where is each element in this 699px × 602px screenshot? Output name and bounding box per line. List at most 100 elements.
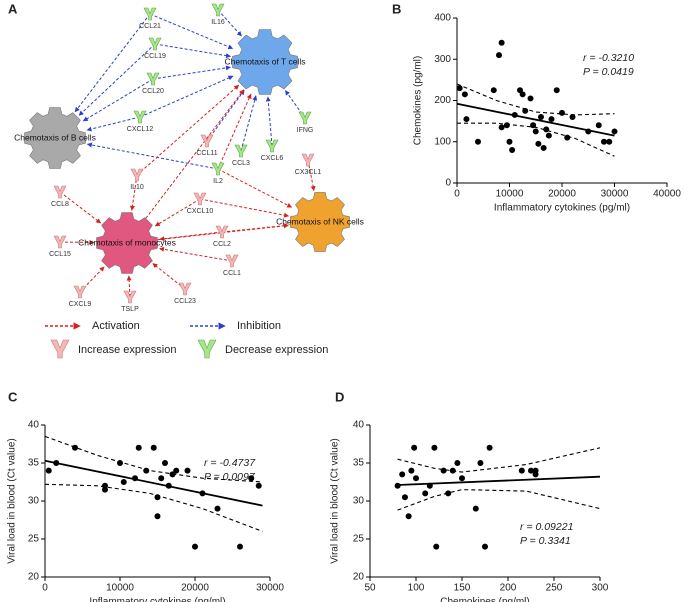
activation-edge: [126, 275, 132, 298]
data-point: [463, 116, 470, 123]
data-point: [490, 87, 497, 94]
x-tick-label: 0: [454, 189, 460, 200]
x-axis-title: Chemokines (pg/ml): [440, 597, 529, 602]
y-tick-label: 30: [353, 496, 365, 507]
gene-label: CCL2: [213, 241, 231, 248]
inhibition-edge: [240, 95, 258, 152]
hub-label: Chemotaxis of NK cells: [276, 216, 364, 226]
data-point: [413, 475, 419, 482]
inhibition-edge: [152, 65, 231, 80]
data-point: [564, 134, 571, 141]
data-point: [162, 460, 168, 466]
data-point: [518, 467, 525, 474]
panel-label: C: [8, 389, 18, 404]
gene-label: IFNG: [297, 127, 314, 134]
gene-label: CCL15: [49, 251, 71, 258]
data-point: [559, 109, 565, 116]
data-point: [173, 467, 180, 474]
y-tick-label: 40: [353, 420, 365, 431]
data-point: [553, 87, 560, 94]
x-tick-label: 20000: [548, 189, 576, 200]
data-point: [519, 91, 526, 98]
ci-upper: [44, 435, 263, 483]
hub-node: [232, 29, 298, 95]
increase-icon: [130, 168, 144, 182]
inhibition-edge: [86, 116, 141, 132]
data-point: [214, 505, 221, 512]
data-point: [405, 513, 412, 520]
gene-label: CX3CL1: [295, 169, 322, 176]
data-point: [454, 460, 461, 466]
inhibition-edge: [206, 89, 245, 142]
increase-icon: [200, 134, 214, 148]
y-tick-label: 300: [434, 54, 451, 65]
gene-label: CXCL12: [127, 126, 154, 133]
data-point: [72, 444, 78, 451]
gene-label: TSLP: [121, 306, 139, 313]
gene-label: CCL21: [139, 23, 161, 30]
network-diagram: A Chemotaxis of T cells Chemotaxis of B ce…: [8, 1, 364, 359]
data-point: [184, 467, 191, 474]
data-point: [135, 444, 142, 451]
data-point: [158, 475, 165, 482]
data-point: [538, 114, 544, 120]
data-point: [445, 490, 452, 497]
gene-label: CCL11: [196, 150, 217, 157]
gene-label: IL16: [211, 19, 225, 26]
hub-node: [24, 107, 86, 169]
y-tick-label: 25: [353, 534, 365, 545]
data-point: [431, 444, 438, 451]
decrease-icon: [146, 72, 160, 86]
activation-edge: [59, 191, 102, 224]
data-point: [611, 128, 618, 135]
gene-label: CXCL9: [69, 301, 92, 308]
x-tick-label: 30000: [601, 189, 629, 200]
regression-line: [397, 475, 601, 486]
data-point: [527, 95, 534, 102]
gene-label: CXCL10: [187, 208, 214, 215]
annotation: P = 0.0097: [204, 471, 256, 483]
x-tick-label: 0: [42, 583, 48, 594]
data-point: [472, 505, 479, 512]
decrease-icon: [143, 7, 157, 21]
hub-node: [290, 192, 350, 252]
data-point: [482, 543, 488, 550]
data-point: [461, 91, 468, 98]
activation-edge: [159, 246, 233, 262]
gene-label: CXCL6: [261, 155, 284, 162]
data-point: [498, 124, 505, 131]
ci-lower: [44, 483, 263, 532]
data-point: [45, 467, 52, 474]
ci-lower: [397, 489, 601, 511]
data-point: [477, 460, 484, 466]
data-point: [102, 482, 108, 489]
data-point: [399, 471, 406, 478]
data-point: [401, 494, 408, 501]
y-tick-label: 20: [353, 572, 365, 583]
decrease-icon: [197, 339, 217, 359]
hub-label: Chemotaxis of T cells: [225, 56, 306, 66]
activation-edge: [217, 93, 252, 170]
data-point: [503, 122, 510, 129]
gene-label: CCL1: [223, 270, 241, 277]
data-point: [506, 138, 513, 145]
y-axis-title: Chemokines (pg/ml): [413, 56, 424, 145]
x-tick-label: 150: [454, 583, 471, 594]
legend-label: Activation: [92, 320, 140, 332]
data-point: [509, 147, 516, 153]
decrease-icon: [211, 3, 225, 17]
annotation: r = 0.09221: [520, 521, 573, 533]
panel-label: A: [8, 1, 18, 16]
data-point: [545, 132, 552, 139]
activation-edge: [145, 89, 245, 219]
data-point: [569, 114, 576, 120]
data-point: [498, 39, 505, 46]
gene-label: CCL8: [51, 201, 69, 208]
data-point: [496, 52, 502, 59]
x-tick-label: 300: [592, 583, 609, 594]
increase-icon: [53, 185, 67, 199]
inhibition-edge: [154, 43, 231, 59]
y-axis-title: Viral load in blood (Ct value): [330, 438, 341, 563]
data-point: [459, 475, 465, 482]
